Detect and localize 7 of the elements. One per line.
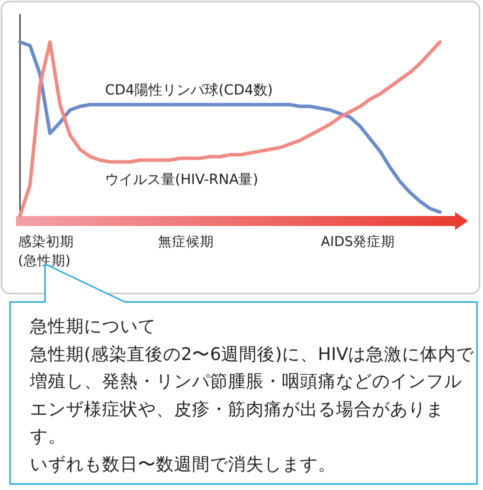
text: 無症候期 [158,234,214,250]
series-label: CD4陽性リンパ球(CD4数) [105,82,273,99]
series-label: ウイルス量(HIV-RNA量) [105,172,258,188]
text: 急性期について [30,316,157,339]
text: いずれも数日〜数週間で消失します。 [30,454,337,476]
text: AIDS発症期 [320,234,396,250]
text: 急性期(感染直後の2〜6週間後)に、HIVは急激に体内で増殖し、発熱・リンパ節腫脹・咽頭痛などのインフルエンザ様症状や、皮疹・筋肉痛が出る場合があります。 [30,344,476,449]
